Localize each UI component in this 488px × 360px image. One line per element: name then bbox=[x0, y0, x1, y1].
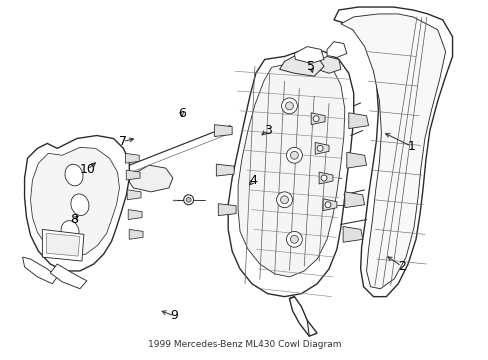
Polygon shape bbox=[24, 135, 129, 271]
Ellipse shape bbox=[61, 221, 79, 242]
Polygon shape bbox=[343, 226, 362, 242]
Polygon shape bbox=[315, 143, 328, 154]
Polygon shape bbox=[126, 170, 140, 180]
Text: 5: 5 bbox=[306, 60, 315, 73]
Polygon shape bbox=[214, 125, 232, 136]
Circle shape bbox=[276, 192, 292, 208]
Text: 2: 2 bbox=[397, 260, 405, 273]
Circle shape bbox=[285, 102, 293, 110]
Circle shape bbox=[183, 195, 193, 205]
Circle shape bbox=[281, 98, 297, 114]
Polygon shape bbox=[125, 153, 139, 163]
Circle shape bbox=[325, 202, 330, 208]
Polygon shape bbox=[323, 199, 336, 211]
Polygon shape bbox=[346, 152, 366, 168]
Polygon shape bbox=[127, 190, 141, 200]
Text: 4: 4 bbox=[249, 174, 257, 187]
Text: 1: 1 bbox=[407, 140, 414, 153]
Polygon shape bbox=[310, 113, 325, 125]
Circle shape bbox=[290, 235, 298, 243]
Polygon shape bbox=[333, 7, 451, 297]
Polygon shape bbox=[348, 113, 368, 129]
Polygon shape bbox=[22, 257, 57, 284]
Polygon shape bbox=[218, 204, 236, 216]
Text: 8: 8 bbox=[70, 213, 78, 226]
Polygon shape bbox=[30, 147, 119, 257]
Polygon shape bbox=[228, 50, 353, 297]
Polygon shape bbox=[50, 264, 87, 289]
Circle shape bbox=[312, 116, 319, 122]
Polygon shape bbox=[344, 192, 364, 208]
Polygon shape bbox=[42, 229, 84, 261]
Polygon shape bbox=[317, 57, 340, 73]
Polygon shape bbox=[216, 164, 234, 176]
Text: 1999 Mercedes-Benz ML430 Cowl Diagram: 1999 Mercedes-Benz ML430 Cowl Diagram bbox=[147, 340, 341, 349]
Polygon shape bbox=[128, 210, 142, 220]
Polygon shape bbox=[294, 46, 324, 63]
Text: 6: 6 bbox=[177, 107, 185, 120]
Circle shape bbox=[321, 175, 326, 181]
Circle shape bbox=[290, 151, 298, 159]
Circle shape bbox=[286, 231, 302, 247]
Polygon shape bbox=[238, 58, 344, 277]
Polygon shape bbox=[326, 42, 346, 58]
Polygon shape bbox=[279, 54, 324, 76]
Ellipse shape bbox=[71, 194, 89, 216]
Polygon shape bbox=[340, 14, 445, 289]
Polygon shape bbox=[129, 165, 172, 192]
Circle shape bbox=[317, 145, 323, 151]
Text: 10: 10 bbox=[80, 163, 95, 176]
Text: 3: 3 bbox=[263, 124, 271, 137]
Text: 7: 7 bbox=[119, 135, 126, 148]
Circle shape bbox=[286, 147, 302, 163]
Polygon shape bbox=[319, 172, 332, 184]
Polygon shape bbox=[46, 233, 80, 256]
Polygon shape bbox=[129, 229, 143, 239]
Text: 9: 9 bbox=[170, 310, 178, 323]
Polygon shape bbox=[289, 297, 317, 336]
Circle shape bbox=[280, 196, 288, 204]
Ellipse shape bbox=[65, 164, 83, 186]
Circle shape bbox=[186, 197, 191, 202]
